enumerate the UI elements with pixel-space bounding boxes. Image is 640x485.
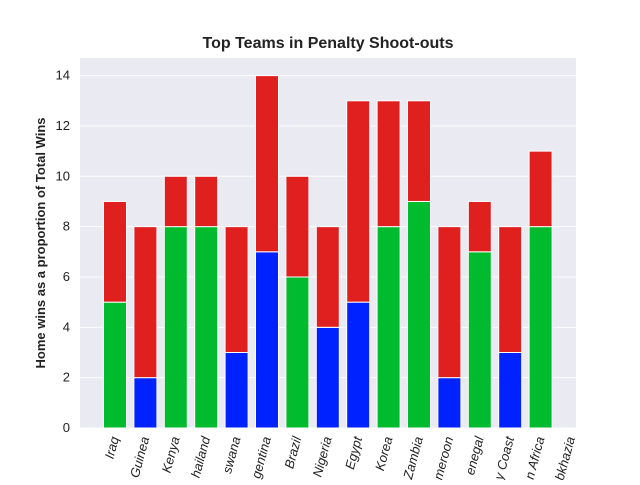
x-tick-label: bkhazia [552,435,578,480]
bar-segment [346,301,371,429]
bar-segment [255,75,279,253]
bar-segment [528,226,553,429]
y-tick-label: 14 [56,68,70,83]
x-tick-label: enegal [462,434,487,477]
x-tick-label: hailand [188,434,214,479]
x-tick-label: Iraq [102,434,122,460]
bar-segment [498,226,523,353]
x-tick-label: n Africa [522,435,548,480]
bar-segment [285,276,310,429]
bar-segment [467,251,492,429]
x-tick-label: Egypt [342,434,365,471]
bar-segment [407,100,431,202]
bar-segment [224,351,249,429]
bar-segment [133,377,158,429]
bar-segment [498,351,523,429]
bar-segment [255,251,279,429]
y-tick-label: 12 [56,118,70,133]
bar-segment [103,200,127,303]
bar-segment [437,377,462,429]
bar-segment [346,100,371,303]
y-axis-label: Home wins as a proportion of Total Wins [33,118,48,369]
bar-segment [315,226,340,328]
bar-segment [437,226,462,379]
bar-segment [133,226,158,379]
bar-segment [103,301,127,429]
y-tick-label: 2 [63,370,70,385]
bar-segment [224,226,249,353]
bar-segment [376,100,401,228]
x-tick-label: gentina [248,435,274,480]
x-tick-label: Guinea [127,435,152,479]
x-tick-label: Kenya [159,435,183,475]
x-tick-label: Brazil [281,434,304,470]
bar-segment [407,200,431,429]
chart-title: Top Teams in Penalty Shoot-outs [203,35,454,52]
y-tick-label: 0 [63,420,70,435]
y-tick-label: 4 [63,319,70,334]
bar-segment [528,150,553,228]
x-tick-label: y Coast [491,434,518,480]
bar-segment [315,326,340,429]
y-tick-label: 10 [56,168,70,183]
y-tick-label: 8 [63,219,70,234]
bar-segment [467,200,492,253]
x-tick-label: swana [219,435,243,475]
x-tick-label: Zambia [400,435,426,480]
bar-segment [163,226,188,429]
bar-segment [376,226,401,429]
x-tick-label: meroon [430,435,456,480]
x-tick-label: Nigeria [310,435,335,479]
bar-segment [194,175,219,228]
x-tick-label: Korea [372,435,395,472]
bar-segment [194,226,219,429]
bar-segment [163,175,188,228]
bar-segment [285,175,310,278]
y-tick-label: 6 [63,269,70,284]
